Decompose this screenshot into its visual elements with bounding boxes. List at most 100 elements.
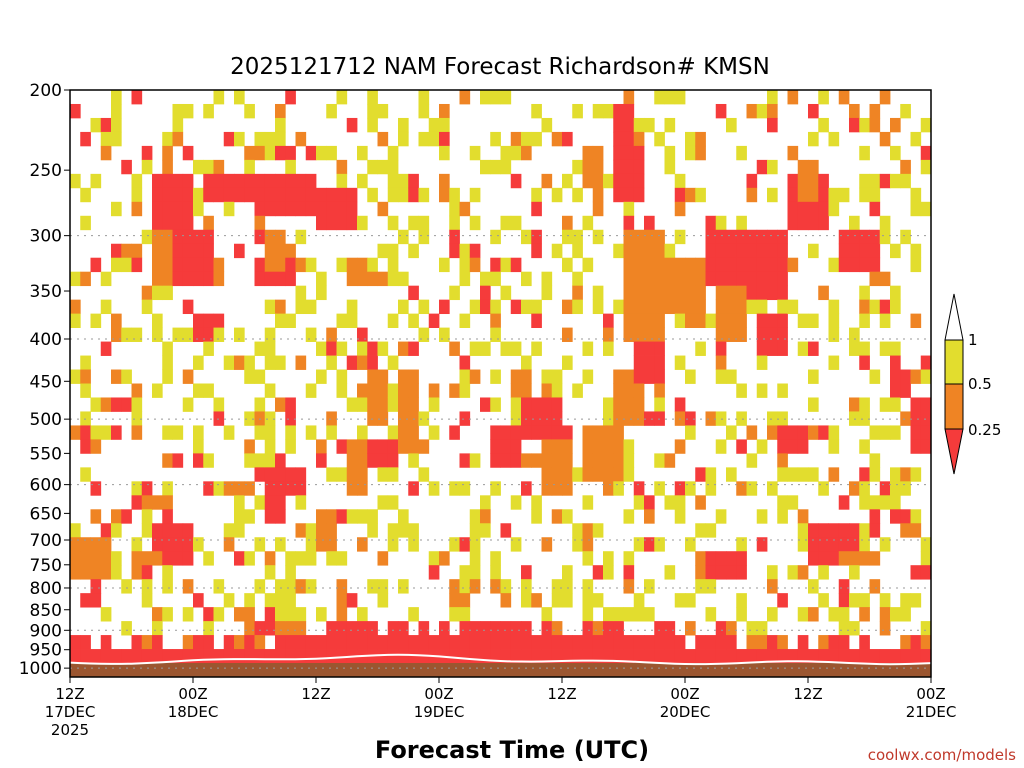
heatmap-cell — [162, 663, 173, 678]
x-tick-label: 12Z — [55, 685, 84, 703]
heatmap-cell — [121, 159, 132, 175]
heatmap-cell — [674, 355, 686, 370]
heatmap-cell — [275, 145, 286, 161]
heatmap-cell — [644, 607, 655, 622]
heatmap-cell — [572, 187, 583, 203]
heatmap-cell — [500, 649, 512, 664]
heatmap-cell — [377, 103, 389, 119]
heatmap-cell — [562, 509, 573, 524]
heatmap-cell — [121, 663, 132, 678]
heatmap-cell — [428, 425, 440, 440]
heatmap-cell — [900, 103, 911, 119]
heatmap-cell — [582, 607, 594, 622]
heatmap-cell — [623, 271, 635, 287]
heatmap-cell — [838, 621, 850, 636]
heatmap-cell — [633, 593, 645, 608]
heatmap-cell — [398, 271, 409, 287]
heatmap-cell — [521, 663, 532, 678]
heatmap-cell — [70, 663, 81, 678]
heatmap-cell — [859, 285, 870, 301]
heatmap-cell — [162, 187, 173, 203]
heatmap-cell — [141, 285, 153, 301]
heatmap-cell — [459, 201, 471, 217]
heatmap-cell — [818, 537, 829, 552]
heatmap-cell — [664, 271, 676, 287]
heatmap-cell — [715, 439, 727, 454]
heatmap-cell — [295, 663, 307, 678]
heatmap-cell — [357, 621, 368, 636]
heatmap-cell — [172, 551, 184, 566]
heatmap-cell — [756, 649, 768, 664]
heatmap-cell — [521, 635, 532, 650]
credit-link[interactable]: coolwx.com/models — [868, 746, 1016, 764]
heatmap-cell — [756, 271, 768, 287]
heatmap-cell — [131, 173, 143, 189]
heatmap-cell — [890, 663, 901, 678]
heatmap-cell — [285, 411, 296, 426]
heatmap-cell — [920, 635, 932, 650]
heatmap-cell — [428, 313, 440, 328]
heatmap-cell — [367, 635, 378, 650]
heatmap-cell — [521, 565, 532, 580]
heatmap-cell — [111, 397, 122, 412]
y-tick-label: 650 — [30, 504, 62, 524]
heatmap-cell — [70, 565, 81, 580]
y-tick-label: 900 — [30, 621, 62, 641]
heatmap-cell — [357, 425, 368, 440]
heatmap-cell — [336, 383, 348, 398]
heatmap-cell — [726, 257, 737, 273]
heatmap-cell — [398, 439, 409, 454]
heatmap-cell — [521, 299, 532, 315]
heatmap-cell — [141, 663, 153, 678]
heatmap-cell — [808, 425, 819, 440]
heatmap-cell — [469, 215, 481, 231]
heatmap-cell — [480, 285, 491, 301]
heatmap-cell — [469, 621, 481, 636]
heatmap-cell — [900, 635, 911, 650]
heatmap-cell — [869, 509, 881, 524]
heatmap-cell — [582, 649, 594, 664]
heatmap-cell — [408, 341, 419, 356]
heatmap-cell — [490, 453, 501, 468]
heatmap-cell — [172, 327, 184, 342]
heatmap-cell — [736, 299, 747, 315]
heatmap-cell — [357, 145, 368, 161]
heatmap-cell — [182, 229, 194, 245]
heatmap-cell — [859, 257, 870, 273]
heatmap-cell — [346, 271, 358, 287]
heatmap-cell — [644, 117, 655, 133]
heatmap-cell — [326, 103, 337, 119]
heatmap-cell — [449, 243, 460, 259]
heatmap-cell — [736, 593, 747, 608]
heatmap-cell — [644, 537, 655, 552]
x-tick-label: 21DEC — [906, 703, 957, 721]
heatmap-cell — [551, 649, 563, 664]
heatmap-cell — [244, 649, 255, 664]
heatmap-cell — [90, 313, 102, 328]
heatmap-cell — [203, 341, 214, 356]
heatmap-cell — [162, 159, 173, 175]
heatmap-cell — [285, 607, 296, 622]
heatmap-cell — [633, 607, 645, 622]
heatmap-cell — [193, 439, 204, 454]
heatmap-cell — [879, 215, 891, 231]
heatmap-cell — [531, 103, 542, 119]
heatmap-cell — [193, 201, 204, 217]
heatmap-cell — [141, 229, 153, 245]
heatmap-cell — [859, 649, 870, 664]
heatmap-cell — [746, 187, 758, 203]
heatmap-cell — [336, 257, 348, 273]
heatmap-cell — [90, 425, 102, 440]
heatmap-cell — [305, 523, 317, 538]
heatmap-cell — [736, 215, 747, 231]
heatmap-cell — [295, 495, 307, 510]
heatmap-cell — [644, 509, 655, 524]
heatmap-cell — [90, 579, 102, 594]
heatmap-cell — [490, 229, 501, 245]
heatmap-cell — [654, 397, 665, 412]
heatmap-cell — [756, 621, 768, 636]
heatmap-cell — [264, 453, 276, 468]
heatmap-cell — [756, 299, 768, 315]
heatmap-cell — [674, 313, 686, 328]
heatmap-cell — [182, 579, 194, 594]
